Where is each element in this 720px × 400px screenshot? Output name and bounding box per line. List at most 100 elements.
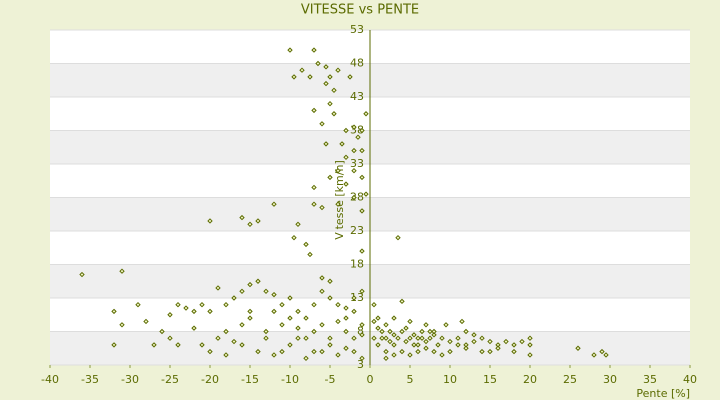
data-point [319,348,325,355]
data-point [431,332,437,338]
data-point [439,352,445,358]
data-point [379,335,385,341]
data-point [359,355,365,362]
data-point [339,141,345,147]
data-point [215,285,221,291]
data-point [231,295,237,301]
data-point [303,241,309,248]
data-point [239,288,245,295]
data-point [411,332,417,338]
data-point [511,348,517,355]
data-point [371,318,377,325]
data-point [383,322,389,328]
data-point [255,348,261,355]
data-point [603,352,609,358]
data-point [371,335,377,341]
x-tick-label: -20 [201,373,219,386]
data-point [287,315,293,321]
data-point [351,167,357,174]
x-tick-label: -30 [121,373,139,386]
data-point [271,201,277,207]
data-point [383,348,389,355]
data-point [431,348,437,355]
data-point [351,147,357,154]
data-point [311,184,317,191]
data-point [335,201,341,207]
data-point [323,80,329,87]
data-point [223,301,229,308]
data-point [359,127,365,134]
data-point [359,322,365,328]
data-point [135,301,141,308]
data-point [423,322,429,328]
data-point [111,308,117,315]
data-point [327,174,333,181]
data-point [291,74,297,80]
data-point [191,325,197,331]
y-tick-label: 43 [350,90,364,103]
x-tick-label: -40 [41,373,59,386]
data-point [327,335,333,341]
data-point [379,328,385,335]
data-point [175,301,181,308]
data-point [335,301,341,308]
x-tick-label: -35 [81,373,99,386]
data-point [279,348,285,355]
data-point [351,124,357,130]
data-point [519,338,525,345]
y-tick-label: 8 [357,325,364,338]
data-point [311,201,317,207]
data-point [247,315,253,321]
data-point [479,335,485,341]
data-point [427,335,433,341]
data-point [119,322,125,328]
data-point [575,345,581,351]
data-point [247,221,253,228]
data-point [215,335,221,341]
data-point [471,338,477,345]
x-tick-label: 0 [367,373,374,386]
data-point [327,100,333,107]
data-point [403,338,409,345]
data-point [479,348,485,355]
data-point [255,218,261,224]
data-point [307,74,313,80]
data-point [399,328,405,335]
data-point [351,194,357,201]
data-point [503,338,509,345]
data-point [391,342,397,348]
data-point [311,107,317,114]
data-point [331,87,337,94]
data-point [363,191,369,197]
data-point [319,275,325,281]
data-point [311,47,317,53]
data-point [383,335,389,341]
data-point [527,352,533,358]
data-point [223,352,229,358]
data-point [343,345,349,351]
data-point [223,328,229,335]
data-point [447,348,453,355]
data-point [391,352,397,358]
data-point [383,355,389,362]
data-point [407,352,413,358]
data-point [327,295,333,301]
data-point [359,248,365,254]
data-point [295,308,301,315]
data-point [331,111,337,117]
data-point [407,335,413,341]
data-point [207,308,213,315]
data-point [343,181,349,187]
data-point [427,328,433,335]
data-point [183,305,189,311]
data-point [307,251,313,258]
x-tick-label: 5 [407,373,414,386]
data-point [387,328,393,335]
data-point [447,338,453,345]
data-point [359,288,365,295]
data-point [399,348,405,355]
x-tick-label: 15 [483,373,497,386]
data-point [119,268,125,274]
data-point [111,342,117,348]
data-point [319,204,325,211]
